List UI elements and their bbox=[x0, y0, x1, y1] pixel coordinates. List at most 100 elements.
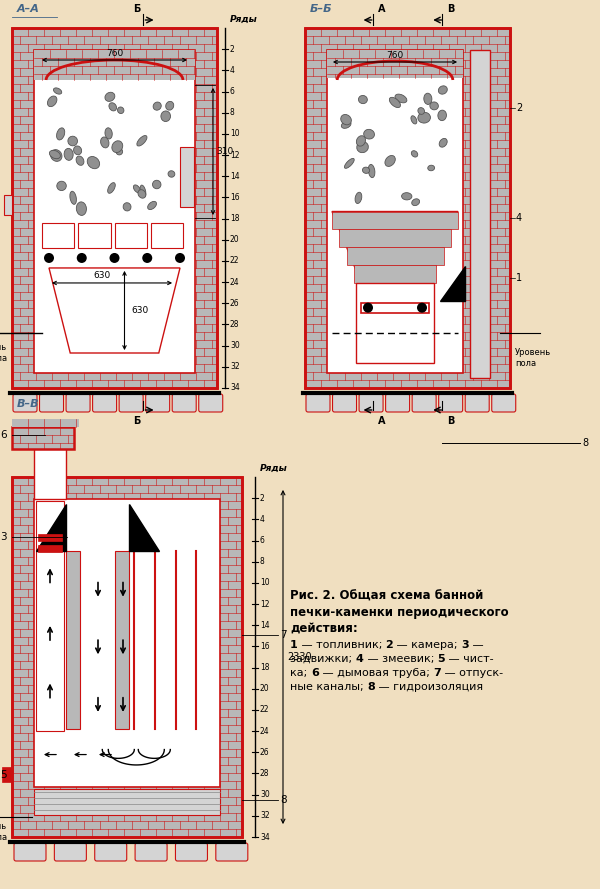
FancyBboxPatch shape bbox=[359, 394, 383, 412]
Ellipse shape bbox=[112, 140, 123, 153]
Text: А: А bbox=[377, 4, 385, 14]
Ellipse shape bbox=[424, 93, 432, 104]
Ellipse shape bbox=[105, 128, 112, 139]
Bar bbox=[38, 545, 62, 552]
Ellipse shape bbox=[368, 164, 375, 178]
Bar bbox=[34, 789, 220, 815]
Circle shape bbox=[363, 302, 373, 313]
Text: Уровень
пола: Уровень пола bbox=[0, 822, 7, 842]
Bar bbox=[12, 419, 79, 427]
Bar bbox=[180, 147, 194, 207]
Text: 20: 20 bbox=[260, 685, 269, 693]
Text: А–А: А–А bbox=[17, 4, 40, 14]
Text: Б: Б bbox=[133, 4, 140, 14]
Text: В–В: В–В bbox=[17, 399, 40, 409]
Text: 8: 8 bbox=[367, 682, 375, 692]
Text: 24: 24 bbox=[260, 726, 269, 735]
Text: 2: 2 bbox=[516, 103, 522, 113]
Text: Уровень
пола: Уровень пола bbox=[0, 343, 7, 363]
Text: 34: 34 bbox=[260, 832, 270, 842]
Ellipse shape bbox=[123, 203, 131, 211]
Text: 8: 8 bbox=[230, 108, 235, 117]
Text: 12: 12 bbox=[230, 150, 239, 159]
Ellipse shape bbox=[101, 137, 109, 148]
Ellipse shape bbox=[412, 199, 419, 205]
Text: 18: 18 bbox=[260, 663, 269, 672]
Text: 18: 18 bbox=[230, 214, 239, 223]
Text: — дымовая труба;: — дымовая труба; bbox=[319, 668, 433, 678]
Ellipse shape bbox=[395, 94, 407, 103]
Bar bbox=[332, 212, 458, 229]
Text: 2: 2 bbox=[386, 640, 394, 650]
Ellipse shape bbox=[439, 86, 448, 94]
Ellipse shape bbox=[418, 108, 425, 115]
Bar bbox=[470, 50, 490, 378]
Text: — змеевик;: — змеевик; bbox=[364, 654, 437, 664]
FancyBboxPatch shape bbox=[66, 394, 90, 412]
Ellipse shape bbox=[64, 148, 73, 160]
FancyBboxPatch shape bbox=[386, 394, 410, 412]
Bar bbox=[12, 28, 217, 388]
Bar bbox=[2, 767, 12, 782]
FancyBboxPatch shape bbox=[40, 394, 64, 412]
FancyBboxPatch shape bbox=[135, 843, 167, 861]
Text: 5: 5 bbox=[437, 654, 445, 664]
Text: 28: 28 bbox=[260, 769, 269, 778]
Ellipse shape bbox=[47, 96, 57, 107]
Text: 2330: 2330 bbox=[287, 652, 311, 662]
Ellipse shape bbox=[140, 185, 146, 196]
Ellipse shape bbox=[428, 165, 434, 171]
Ellipse shape bbox=[116, 148, 122, 155]
Polygon shape bbox=[440, 267, 465, 301]
Text: 26: 26 bbox=[230, 299, 239, 308]
Ellipse shape bbox=[53, 88, 62, 94]
Text: В: В bbox=[448, 4, 455, 14]
Text: 16: 16 bbox=[230, 193, 239, 202]
Text: 6: 6 bbox=[260, 536, 265, 545]
Circle shape bbox=[77, 253, 87, 263]
Bar bbox=[327, 50, 463, 373]
Circle shape bbox=[175, 253, 185, 263]
FancyBboxPatch shape bbox=[216, 843, 248, 861]
Text: 6: 6 bbox=[230, 87, 235, 96]
FancyBboxPatch shape bbox=[465, 394, 489, 412]
FancyBboxPatch shape bbox=[14, 843, 46, 861]
Ellipse shape bbox=[364, 129, 374, 139]
Bar bbox=[305, 28, 510, 388]
FancyBboxPatch shape bbox=[492, 394, 516, 412]
Bar bbox=[34, 50, 195, 373]
FancyBboxPatch shape bbox=[175, 843, 208, 861]
Text: задвижки;: задвижки; bbox=[290, 654, 356, 664]
Bar bbox=[339, 229, 451, 247]
FancyBboxPatch shape bbox=[13, 394, 37, 412]
Bar bbox=[34, 499, 220, 787]
Ellipse shape bbox=[57, 181, 66, 190]
Ellipse shape bbox=[362, 167, 370, 173]
Polygon shape bbox=[332, 212, 458, 283]
Ellipse shape bbox=[356, 136, 365, 146]
Ellipse shape bbox=[358, 95, 367, 104]
Text: 7: 7 bbox=[280, 630, 287, 640]
Ellipse shape bbox=[76, 156, 84, 165]
Text: 8: 8 bbox=[280, 795, 287, 805]
Ellipse shape bbox=[344, 158, 354, 168]
FancyBboxPatch shape bbox=[55, 843, 86, 861]
Ellipse shape bbox=[385, 156, 395, 166]
Circle shape bbox=[44, 253, 54, 263]
Text: 32: 32 bbox=[260, 812, 269, 821]
Bar bbox=[12, 477, 242, 837]
FancyBboxPatch shape bbox=[412, 394, 436, 412]
Ellipse shape bbox=[49, 150, 61, 159]
Text: 10: 10 bbox=[230, 130, 239, 139]
Text: 10: 10 bbox=[260, 579, 269, 588]
Ellipse shape bbox=[355, 192, 362, 204]
Text: 3: 3 bbox=[461, 640, 469, 650]
Text: 30: 30 bbox=[260, 790, 270, 799]
Ellipse shape bbox=[118, 107, 124, 114]
Bar bbox=[36, 501, 64, 732]
Text: — гидроизоляция: — гидроизоляция bbox=[375, 682, 483, 692]
Ellipse shape bbox=[411, 116, 417, 124]
Text: 1: 1 bbox=[290, 640, 298, 650]
Text: Ряды: Ряды bbox=[260, 464, 288, 473]
Ellipse shape bbox=[105, 92, 115, 101]
